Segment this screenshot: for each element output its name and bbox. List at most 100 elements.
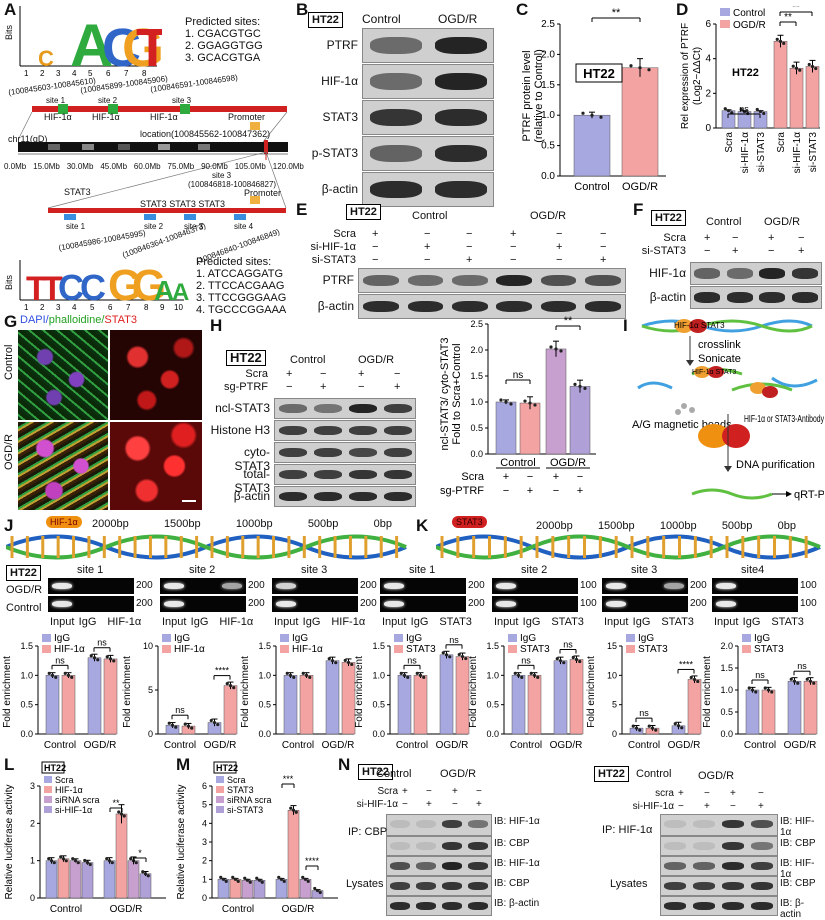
data-point	[578, 659, 582, 664]
bar-target-ogdr	[223, 685, 238, 735]
ib-label-left: IB: CBP	[494, 878, 530, 889]
blot-band	[759, 292, 786, 303]
data-point	[334, 661, 338, 665]
gel-band	[52, 600, 73, 608]
row-control-j: Control	[6, 602, 42, 614]
data-point	[183, 722, 187, 726]
data-point	[47, 671, 51, 675]
blot-row-label: p-STAT3	[311, 145, 358, 160]
panel-label-j: J	[4, 516, 14, 535]
data-point	[599, 115, 603, 119]
y-tick-label: 2.5	[470, 319, 483, 329]
dna-helix-top	[641, 319, 813, 333]
site-hif-1: site 1	[46, 96, 66, 105]
gel-site-label: site 1	[77, 564, 104, 576]
legend-entry: Scra	[227, 775, 246, 785]
qrt-pcr-label: qRT-PCR	[794, 489, 824, 501]
svg-text:C: C	[80, 267, 106, 308]
blot-band	[348, 447, 377, 458]
data-point	[549, 345, 553, 349]
data-point	[255, 876, 259, 880]
legend-swatch-target	[394, 645, 403, 653]
blot-band	[369, 145, 422, 162]
gel-band	[384, 600, 405, 608]
panel-label-h: H	[210, 316, 223, 335]
bp-marker: 200	[360, 598, 377, 609]
data-point	[796, 681, 800, 685]
condition-label: Scra	[333, 228, 356, 240]
motif-logo-hif: C A C G T 1 2 3 4 5 6 7 8	[19, 6, 162, 79]
data-point	[523, 399, 527, 403]
y-tick-label: 0	[202, 893, 207, 903]
x-tick-control: Control	[164, 740, 196, 751]
x-tick-label: si-STAT3	[756, 132, 767, 173]
hif-label-1: HIF-1α	[44, 112, 72, 122]
data-point	[758, 109, 763, 114]
sig-label: **	[612, 7, 621, 19]
svg-text:G: G	[108, 261, 142, 310]
data-point	[96, 658, 100, 662]
location-label: location(100845562-100847362)	[140, 129, 271, 139]
data-point	[810, 64, 815, 69]
data-point	[301, 671, 305, 675]
promoter-label-2: Promoter	[244, 188, 282, 198]
blot-row-label: β-actin	[321, 181, 358, 196]
blot-band	[383, 447, 412, 458]
bp-marker: 100	[800, 598, 817, 609]
data-point	[143, 872, 148, 876]
x-tick-control: Control	[628, 740, 660, 751]
blot-band	[722, 862, 744, 870]
y-tick-label: 4	[202, 818, 207, 828]
gel-lane-label: Input	[274, 616, 299, 628]
svg-text:A: A	[154, 275, 174, 306]
data-point	[418, 673, 423, 677]
bar-igg-ogdr	[325, 660, 340, 735]
blot-band	[383, 403, 412, 414]
condition-sign: +	[768, 232, 775, 244]
y-tick-label: 3	[202, 837, 207, 847]
data-point	[304, 673, 309, 677]
blot-band	[369, 181, 422, 198]
data-point	[692, 677, 697, 682]
legend-entry: si-HIF-1α	[55, 805, 92, 815]
motif-logo-stat: T T C C G G A A 1 2 3 4 5 6 7 8 9 10	[19, 260, 189, 312]
hif-label-2: HIF-1α	[92, 112, 120, 122]
data-point	[583, 386, 587, 390]
panel-label-d: D	[676, 0, 689, 19]
y-tick-label: 1	[30, 856, 35, 866]
panel-label-a: A	[4, 0, 17, 19]
svg-text:C: C	[58, 267, 84, 308]
gel-band	[496, 582, 517, 590]
legend-swatch-igg	[280, 634, 289, 642]
data-point	[647, 68, 651, 72]
blot-strip	[690, 262, 822, 285]
svg-text:1: 1	[24, 303, 29, 312]
y-tick-label: 0.0	[720, 729, 733, 739]
blot-band	[313, 447, 342, 458]
sig-label: ns	[563, 639, 573, 649]
y-tick-label: 2	[30, 818, 35, 828]
blot-band	[751, 902, 773, 910]
data-point	[257, 878, 262, 882]
hif-label-3: HIF-1α	[150, 112, 178, 122]
blot-band	[759, 268, 786, 279]
blot-band	[383, 425, 412, 436]
y-tick-label: 0.5	[486, 700, 499, 710]
data-point	[228, 684, 233, 688]
data-point	[59, 855, 63, 859]
gel-strip	[48, 596, 134, 612]
blot-band	[468, 882, 488, 890]
data-point	[536, 675, 540, 679]
blot-band	[694, 292, 721, 303]
y-tick-label: 1.0	[470, 397, 483, 407]
bar-igg-ogdr	[439, 654, 454, 735]
data-point	[236, 879, 240, 883]
panel-label-b: B	[296, 0, 309, 19]
blot-strip	[362, 172, 494, 207]
legend-control: Control	[733, 8, 765, 19]
bar-ogdr-2	[127, 860, 140, 899]
x-tick-ogdr: OGD/R	[204, 740, 237, 751]
enrichment-chart-5: 0.0 0.5 1.0 1.5 Fold enrichment ns ns Control OG…	[468, 633, 584, 751]
gel-lane-label: IgG	[742, 616, 761, 628]
micrograph-ogdr-stat3	[110, 422, 202, 510]
